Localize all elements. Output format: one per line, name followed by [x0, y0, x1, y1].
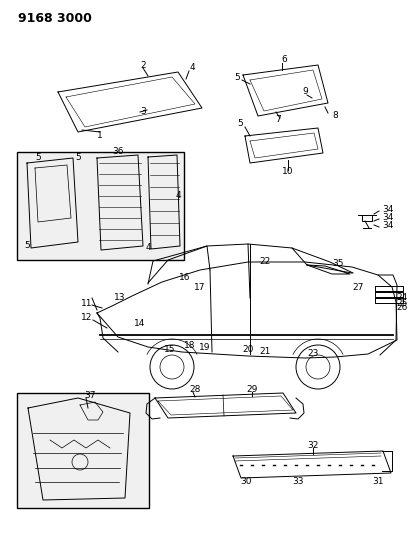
- Text: 14: 14: [134, 319, 145, 327]
- Text: 34: 34: [382, 214, 393, 222]
- Text: 29: 29: [246, 385, 258, 394]
- Text: 26: 26: [397, 303, 408, 312]
- Text: 10: 10: [282, 167, 294, 176]
- Text: 18: 18: [184, 342, 196, 351]
- Text: 7: 7: [275, 116, 281, 125]
- Text: 36: 36: [112, 148, 124, 157]
- Text: 19: 19: [199, 343, 211, 352]
- Text: 9: 9: [302, 87, 308, 96]
- Text: 30: 30: [240, 477, 252, 486]
- Bar: [17, 393, 149, 508]
- Text: 31: 31: [372, 477, 384, 486]
- Text: 25: 25: [397, 298, 408, 308]
- Text: 21: 21: [259, 346, 271, 356]
- Text: 3: 3: [140, 108, 146, 117]
- Text: 15: 15: [164, 345, 176, 354]
- Text: 4: 4: [175, 190, 181, 199]
- Text: 9168 3000: 9168 3000: [18, 12, 92, 25]
- Text: 24: 24: [397, 293, 408, 302]
- Text: 28: 28: [189, 385, 201, 394]
- Text: 5: 5: [35, 152, 41, 161]
- Text: 4: 4: [189, 63, 195, 72]
- Text: 32: 32: [307, 441, 319, 450]
- Text: 35: 35: [332, 259, 344, 268]
- Text: 1: 1: [97, 131, 103, 140]
- Text: 5: 5: [24, 241, 30, 251]
- Text: 22: 22: [259, 257, 270, 266]
- Text: 5: 5: [237, 119, 243, 128]
- Text: 2: 2: [140, 61, 146, 69]
- Text: 8: 8: [332, 111, 338, 120]
- Text: 17: 17: [194, 282, 206, 292]
- Text: 20: 20: [242, 345, 254, 354]
- Text: 11: 11: [81, 298, 92, 308]
- Text: 33: 33: [292, 477, 304, 486]
- Text: 27: 27: [352, 282, 364, 292]
- Text: 23: 23: [307, 349, 319, 358]
- Text: 13: 13: [114, 294, 126, 303]
- Bar: [17, 152, 184, 260]
- Text: 5: 5: [75, 152, 81, 161]
- Text: 6: 6: [281, 55, 287, 64]
- Text: 5: 5: [234, 72, 240, 82]
- Text: 16: 16: [179, 272, 191, 281]
- Text: 4: 4: [145, 243, 151, 252]
- Text: 12: 12: [81, 313, 92, 322]
- Text: 34: 34: [382, 206, 393, 214]
- Text: 34: 34: [382, 222, 393, 230]
- Text: 37: 37: [84, 392, 96, 400]
